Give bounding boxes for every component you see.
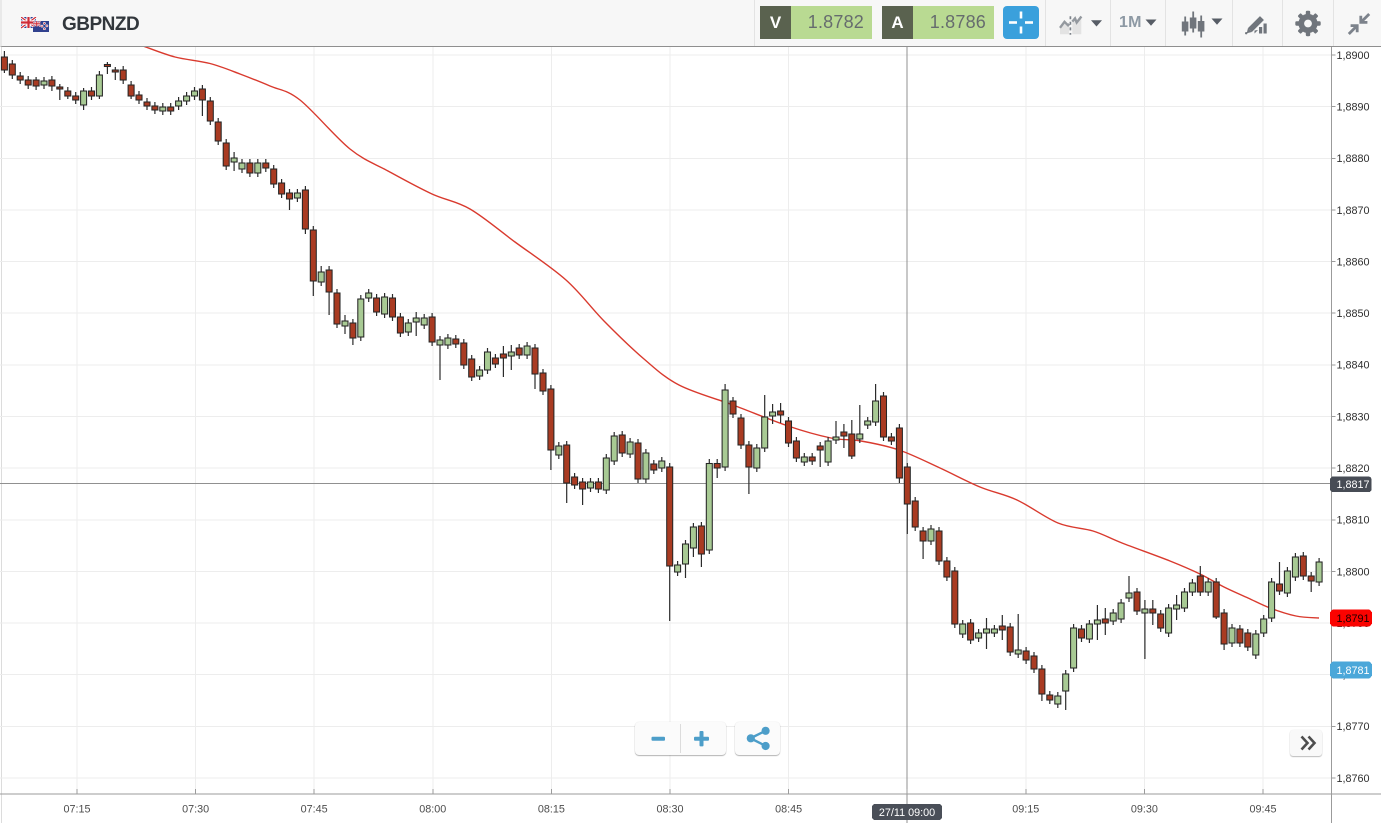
svg-text:08:30: 08:30 — [656, 803, 683, 815]
svg-text:1,8770: 1,8770 — [1337, 721, 1370, 733]
svg-text:1,8760: 1,8760 — [1337, 773, 1370, 785]
svg-text:1,8850: 1,8850 — [1337, 308, 1370, 320]
svg-text:09:45: 09:45 — [1249, 803, 1276, 815]
svg-text:1,8840: 1,8840 — [1337, 360, 1370, 372]
svg-text:1,8820: 1,8820 — [1337, 463, 1370, 475]
svg-text:08:00: 08:00 — [419, 803, 446, 815]
svg-text:27/11 09:00: 27/11 09:00 — [879, 807, 935, 819]
svg-text:1,8810: 1,8810 — [1337, 515, 1370, 527]
svg-text:1,8791: 1,8791 — [1337, 613, 1370, 625]
svg-text:09:15: 09:15 — [1012, 803, 1039, 815]
svg-text:1,8900: 1,8900 — [1337, 50, 1370, 62]
svg-text:1,8890: 1,8890 — [1337, 102, 1370, 114]
svg-text:1,8830: 1,8830 — [1337, 411, 1370, 423]
svg-text:1,8817: 1,8817 — [1337, 479, 1370, 491]
svg-text:1,8781: 1,8781 — [1337, 665, 1370, 677]
svg-text:09:30: 09:30 — [1131, 803, 1158, 815]
svg-text:1,8860: 1,8860 — [1337, 257, 1370, 269]
svg-text:07:45: 07:45 — [301, 803, 328, 815]
svg-text:07:15: 07:15 — [63, 803, 90, 815]
svg-text:1,8800: 1,8800 — [1337, 566, 1370, 578]
svg-text:08:15: 08:15 — [538, 803, 565, 815]
svg-text:1,8870: 1,8870 — [1337, 205, 1370, 217]
svg-text:1,8880: 1,8880 — [1337, 153, 1370, 165]
svg-text:07:30: 07:30 — [182, 803, 209, 815]
svg-text:08:45: 08:45 — [775, 803, 802, 815]
